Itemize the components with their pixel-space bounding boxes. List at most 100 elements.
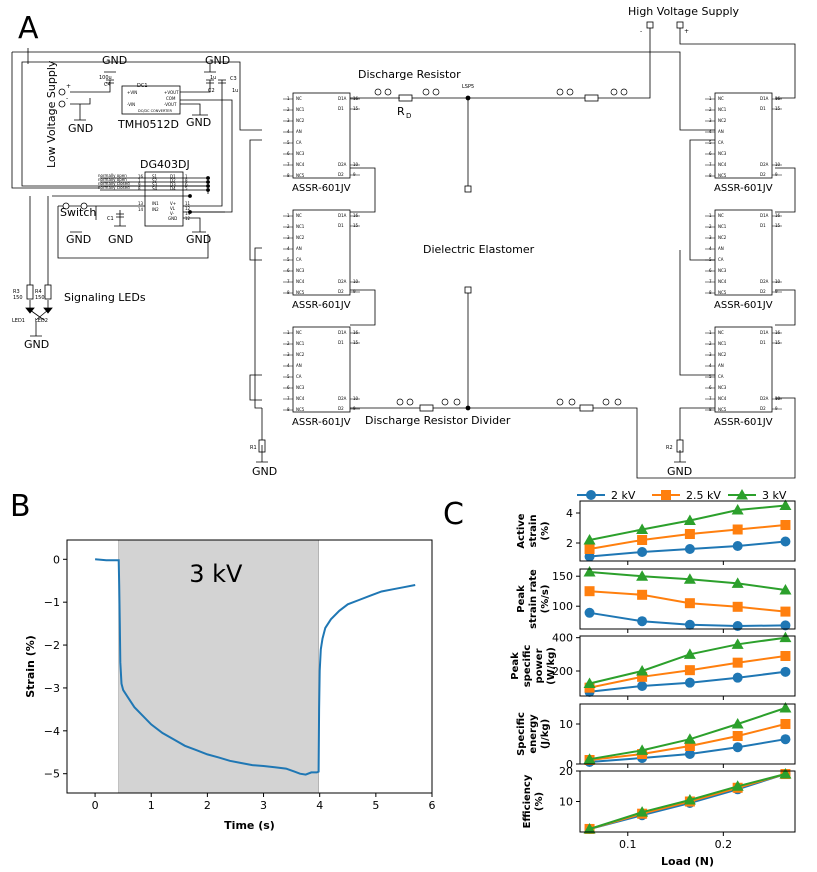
x-tick-label: 5 <box>372 799 379 812</box>
y-tick-label: −5 <box>44 768 60 781</box>
data-point-marker <box>779 768 792 779</box>
relay-pin-label: NC5 <box>296 407 305 412</box>
mux-pin: GND <box>168 216 177 221</box>
relay-pin-num: 6 <box>709 151 712 156</box>
relay-right-3 <box>714 326 773 413</box>
dc-pin-label: -VOUT <box>164 102 177 107</box>
relay-pin-label: AN <box>296 363 302 368</box>
relay-pin-num: 5 <box>709 140 712 145</box>
relay-pin-label: NC <box>296 213 302 218</box>
relay-left-1 <box>292 92 351 179</box>
plot-frame <box>579 703 796 765</box>
relay-left-2 <box>292 209 351 296</box>
stimulus-shaded-region <box>118 540 319 793</box>
data-point-marker <box>683 514 696 525</box>
relay-pin-num: 2 <box>709 224 712 229</box>
x-tick-label: 3 <box>260 799 267 812</box>
mux-pin: D1 <box>170 174 176 179</box>
relay-pin-num: 6 <box>287 268 290 273</box>
r4-resistor <box>44 284 52 300</box>
x-tick-label: 0 <box>92 799 99 812</box>
subplot-specific-energy: 0 10 Specific energy (J/kg) <box>516 702 796 771</box>
relay-pin-num: 3 <box>709 352 712 357</box>
data-point-marker <box>636 523 649 534</box>
data-point-marker <box>684 619 695 630</box>
y-axis-label: strain rate <box>528 569 539 629</box>
relay-pin-num: 5 <box>709 257 712 262</box>
x-tick-label: 4 <box>316 799 323 812</box>
data-point-marker <box>779 584 792 595</box>
relay-pin-label: D2A <box>338 396 347 401</box>
resistor-label: R2 <box>666 445 673 451</box>
mux-pin-num: 16 <box>138 174 144 179</box>
data-point-marker <box>780 606 791 617</box>
y-axis-label: specific <box>522 645 533 688</box>
y-axis-label: (J/kg) <box>540 719 551 749</box>
led-label: LED2 <box>35 318 48 324</box>
relay-pin-num: 16 <box>353 96 359 101</box>
relay-pin-num: 5 <box>709 374 712 379</box>
relay-pin-num: 4 <box>287 129 290 134</box>
mux-pin-num: 14 <box>138 207 144 212</box>
discharge-resistor-2 <box>584 94 599 102</box>
relay-pin-label: AN <box>718 246 724 251</box>
data-point-marker <box>637 671 648 682</box>
subplot-efficiency: 10 20 0.1 0.2 Efficiency (%) <box>522 765 796 851</box>
mux-pin: S3 <box>152 182 158 187</box>
resistor-label: R4 <box>35 289 42 295</box>
relay-pin-num: 10 <box>353 162 359 167</box>
r1-resistor <box>258 439 266 453</box>
relay-pin-label: NC3 <box>718 268 727 273</box>
relay-pin-num: 6 <box>709 268 712 273</box>
mux-side-label: normally closed <box>98 185 130 190</box>
relay-pin-num: 8 <box>709 407 712 412</box>
relay-pin-label: D1A <box>338 96 347 101</box>
lv-minus-label: - <box>66 95 68 102</box>
data-point-marker <box>684 677 695 688</box>
relay-pin-label: NC <box>718 213 724 218</box>
y-tick-label: −3 <box>44 682 60 695</box>
hv-supply-label: High Voltage Supply <box>628 5 740 18</box>
mux-pin-num: 8 <box>185 178 188 183</box>
relay-right-1 <box>714 92 773 179</box>
relay-pin-label: D1A <box>760 330 769 335</box>
y-axis-label: (W/kg) <box>546 647 557 685</box>
data-point-marker <box>636 806 649 817</box>
relay-pin-num: 10 <box>353 396 359 401</box>
relay-pin-label: NC2 <box>718 118 727 123</box>
relay-pin-num: 2 <box>287 224 290 229</box>
relay-pin-num: 1 <box>709 96 712 101</box>
data-point-marker <box>637 589 648 600</box>
data-point-marker <box>586 490 596 500</box>
stimulus-annotation: 3 kV <box>189 560 243 588</box>
relay-pin-num: 9 <box>353 406 356 411</box>
relay-pin-num: 5 <box>287 257 290 262</box>
relay-name-label: ASSR-601JV <box>714 417 773 428</box>
relay-pin-num: 1 <box>287 96 290 101</box>
y-tick-label: 10 <box>559 718 573 731</box>
relay-pin-label: CA <box>296 374 302 379</box>
gnd-label: GND <box>186 233 211 246</box>
relay-pin-num: 4 <box>709 363 712 368</box>
relay-pin-num: 15 <box>353 106 359 111</box>
resistor-value: 150 <box>35 295 45 301</box>
lv-plus-label: + <box>66 83 71 90</box>
rd-subscript: D <box>406 112 411 120</box>
relay-right-2 <box>714 209 773 296</box>
relay-pin-num: 15 <box>775 106 781 111</box>
mux-pin: S1 <box>152 174 158 179</box>
relay-pin-num: 10 <box>775 396 781 401</box>
data-point-marker <box>780 666 791 677</box>
mux-pin: D4 <box>170 186 176 191</box>
relay-pin-label: D1 <box>760 106 766 111</box>
legend-label: 2 kV <box>611 489 636 502</box>
mux-name-label: DG403DJ <box>140 158 190 171</box>
relay-pin-label: AN <box>718 363 724 368</box>
switch-label: Switch <box>60 206 96 219</box>
data-point-marker <box>684 598 695 609</box>
data-point-marker <box>637 547 648 557</box>
relay-pin-label: NC3 <box>718 385 727 390</box>
legend-label: 3 kV <box>762 489 787 502</box>
divider-wire <box>350 397 796 479</box>
